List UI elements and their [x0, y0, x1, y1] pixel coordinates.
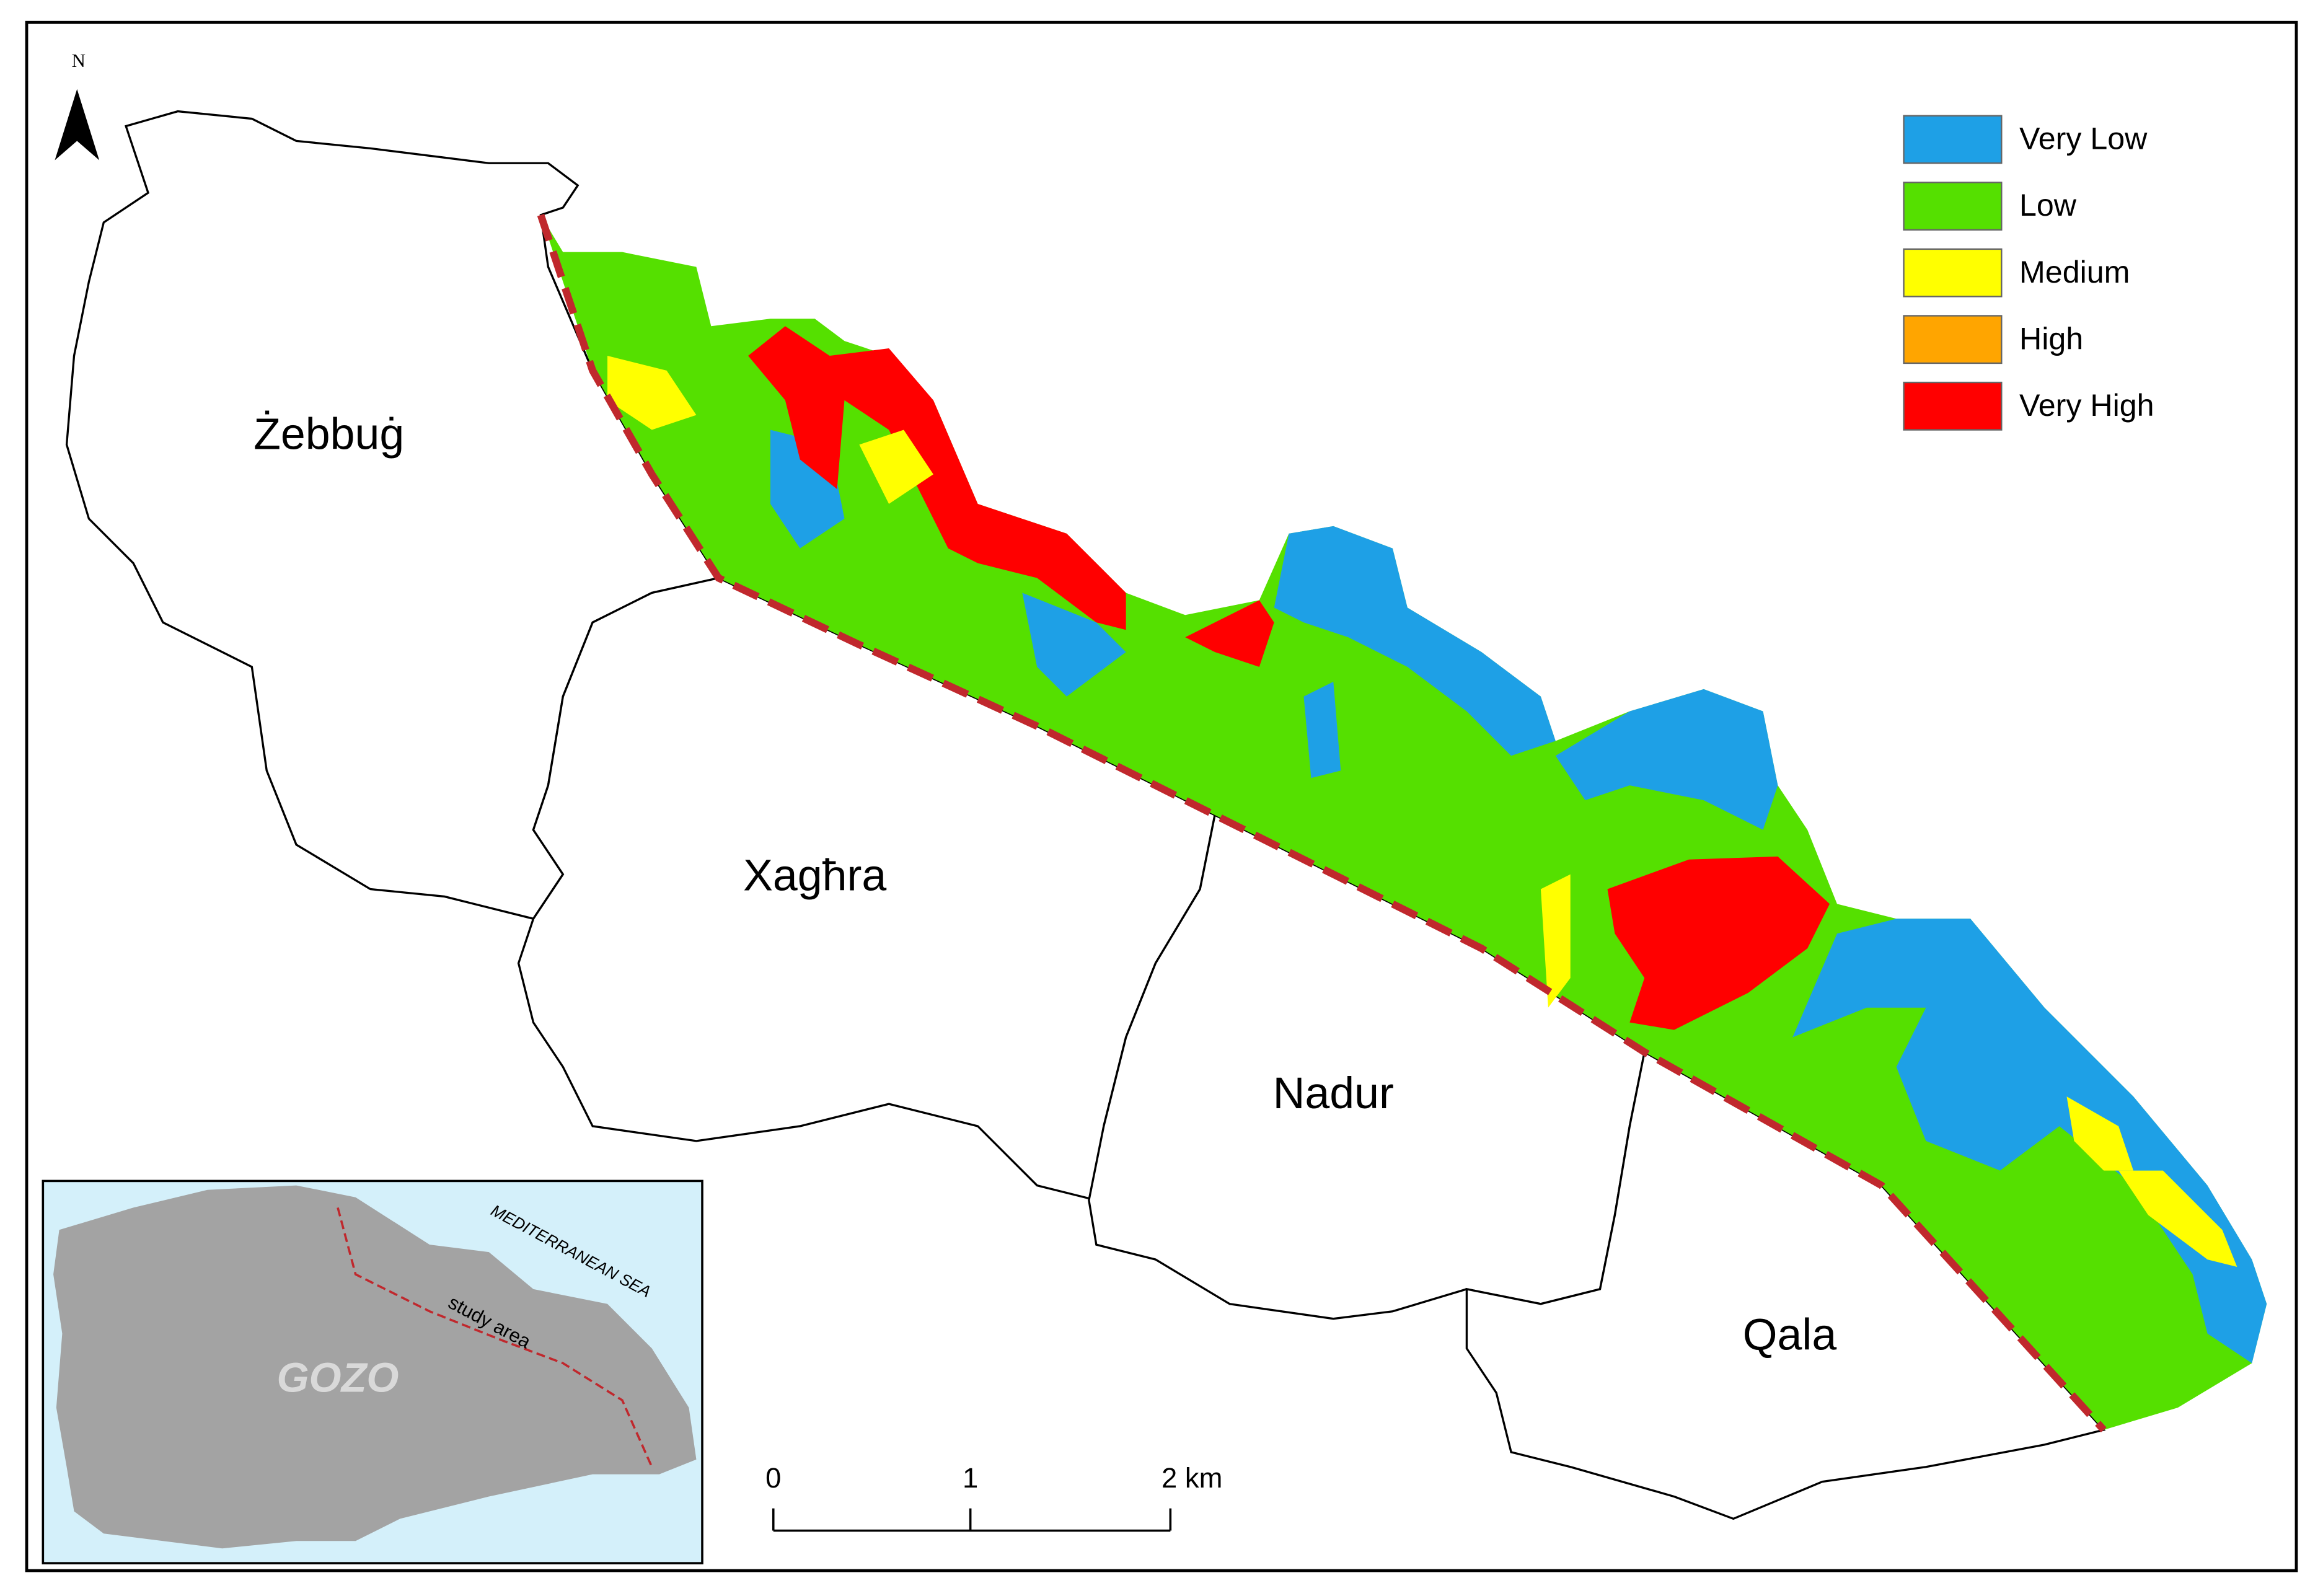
- zone-very-low: [1792, 919, 2267, 1364]
- legend: Very Low Low Medium High Very High: [1903, 115, 2154, 431]
- zone-very-low: [1303, 681, 1341, 778]
- zone-medium: [2066, 1096, 2134, 1171]
- place-label: Nadur: [1273, 1069, 1394, 1118]
- inset-map: GOZO study area MEDITERRANEAN SEA: [42, 1179, 703, 1564]
- study-boundary: [537, 214, 2107, 1432]
- legend-label: Medium: [2019, 255, 2130, 289]
- zone-very-low: [1022, 593, 1126, 697]
- north-arrow: N: [55, 50, 100, 161]
- legend-swatch: [1903, 381, 2003, 431]
- inset-island: [53, 1185, 697, 1549]
- zone-very-low: [1274, 526, 1556, 756]
- north-arrow-shape: [55, 89, 100, 161]
- scale-label: 2 km: [1162, 1462, 1222, 1494]
- zone-medium: [1540, 874, 1571, 1008]
- scale-label: 0: [765, 1462, 781, 1494]
- zone-medium: [859, 430, 933, 505]
- legend-swatch: [1903, 115, 2003, 164]
- map-frame: [25, 20, 2298, 1572]
- zone-very-low: [1555, 689, 1778, 830]
- island-label: GOZO: [276, 1355, 399, 1401]
- zone-medium: [607, 355, 697, 430]
- legend-label: Very High: [2019, 388, 2154, 423]
- zone-very-high: [1185, 600, 1274, 667]
- north-label: N: [71, 50, 85, 71]
- place-label: Żebbuġ: [253, 409, 404, 459]
- study-zones: [540, 214, 2267, 1430]
- qala-outline: [1465, 1050, 2106, 1520]
- legend-label: High: [2019, 321, 2083, 356]
- scale-label: 1: [963, 1462, 978, 1494]
- legend-swatch: [1903, 182, 2003, 231]
- legend-swatch: [1903, 315, 2003, 364]
- legend-label: Very Low: [2019, 121, 2148, 156]
- inset-study-line: [337, 1207, 653, 1468]
- scale-bar: [772, 1508, 1172, 1532]
- place-label: Qala: [1743, 1310, 1837, 1360]
- place-label: Xagħra: [743, 851, 886, 901]
- zone-very-high: [1607, 856, 1830, 1030]
- zone-medium: [2118, 1170, 2237, 1268]
- legend-label: Low: [2019, 188, 2077, 223]
- legend-swatch: [1903, 248, 2003, 298]
- municipalities: [65, 110, 2106, 1520]
- zone-very-high: [748, 326, 1126, 630]
